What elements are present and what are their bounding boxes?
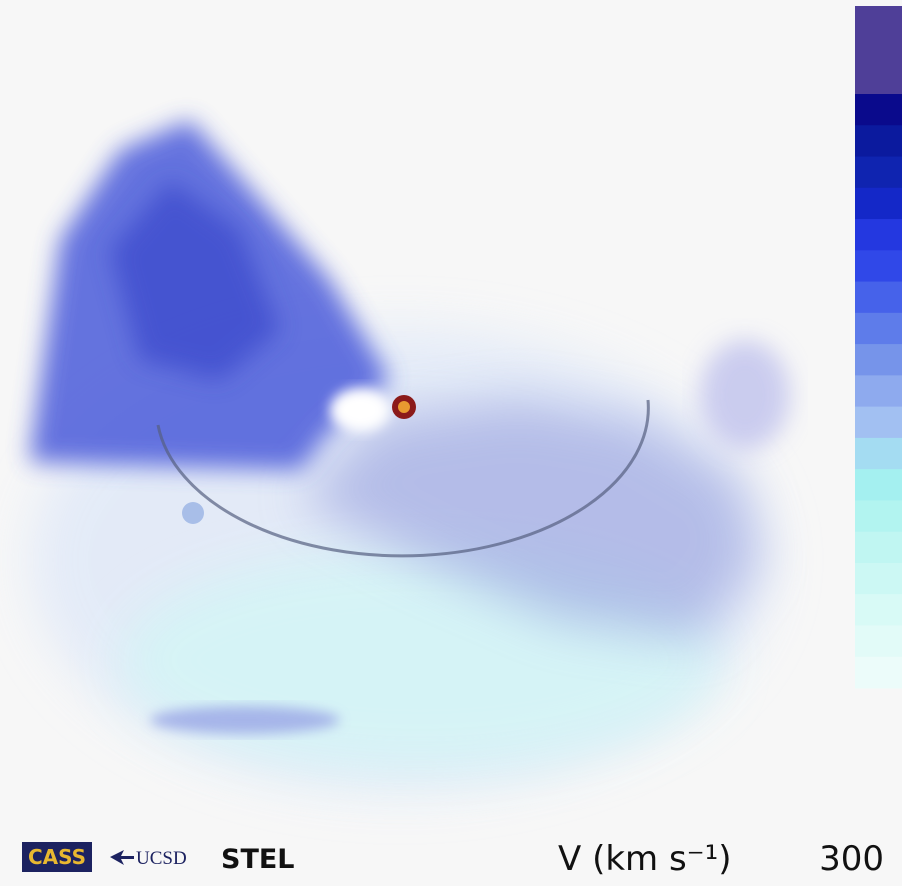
color-bar: [855, 6, 902, 689]
glare: [330, 388, 390, 432]
color-step: [855, 594, 902, 626]
color-step: [855, 656, 902, 689]
dense-core: [110, 180, 280, 380]
color-step: [855, 94, 902, 126]
ucsd-arrow: [110, 850, 134, 865]
color-step: [855, 625, 902, 658]
lower-streak: [150, 706, 340, 734]
color-step: [855, 250, 902, 283]
cass-text: CASS: [28, 845, 86, 869]
cass-logo: [22, 842, 92, 872]
color-step: [855, 6, 902, 94]
right-lobe: [300, 400, 760, 640]
velocity-map: [30, 120, 790, 790]
ucsd-text: UCSD: [136, 848, 187, 869]
color-step: [855, 406, 902, 439]
orbit: [156, 399, 650, 558]
color-step: [855, 437, 902, 470]
sun-core: [398, 401, 410, 413]
color-step: [855, 156, 902, 189]
color-step: [855, 219, 902, 251]
color-step: [855, 531, 902, 564]
color-step: [855, 375, 902, 408]
color-step: [855, 562, 902, 595]
earth: [182, 502, 204, 524]
right-blob: [700, 340, 790, 450]
color-step: [855, 125, 902, 158]
legend-label: V (km s⁻¹): [558, 839, 732, 879]
color-step: [855, 187, 902, 220]
legend-value: 300: [819, 839, 884, 879]
color-step: [855, 281, 902, 314]
color-step: [855, 500, 902, 533]
color-step: [855, 344, 902, 376]
color-step: [855, 469, 902, 501]
color-step: [855, 312, 902, 345]
stel-text: STEL: [221, 844, 295, 875]
footer: CASS UCSD STEL V (km s⁻¹) 300: [22, 839, 884, 879]
